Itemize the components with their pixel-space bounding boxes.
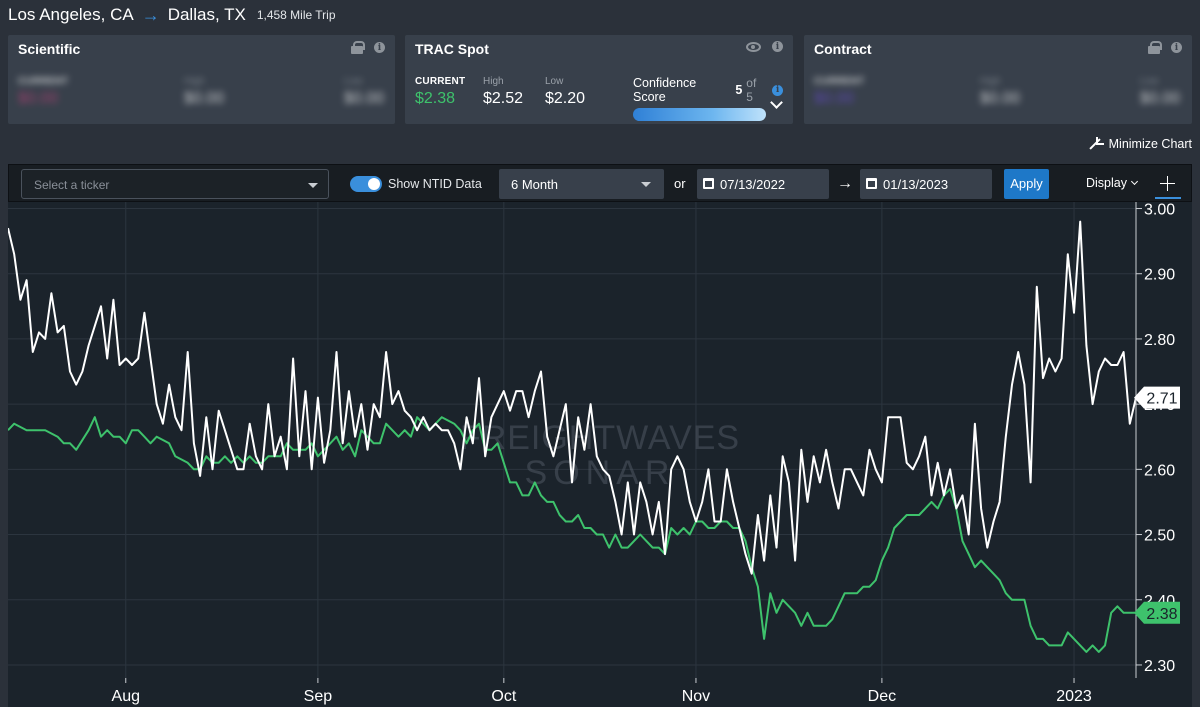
info-icon[interactable]: i [374, 42, 385, 53]
range-value: 6 Month [511, 177, 558, 192]
contract-card: Contract i CURRENT $0.00 High $0.00 Low … [804, 35, 1192, 124]
high-value: $2.52 [483, 90, 524, 107]
card-title: Contract [814, 41, 872, 57]
last-value-text: 2.38 [1146, 606, 1177, 623]
caret-down-icon [641, 182, 651, 187]
eye-icon[interactable] [746, 41, 761, 52]
range-select[interactable]: 6 Month [499, 169, 664, 199]
trac-spot-card: TRAC Spot i CURRENT $2.38 High $2.52 Low… [405, 35, 793, 124]
display-label: Display [1086, 176, 1127, 190]
chart-toolbar: Select a ticker Show NTID Data 6 Month o… [8, 164, 1192, 202]
y-tick-label: 3.00 [1144, 202, 1175, 219]
low-label: Low [1140, 76, 1159, 87]
calendar-icon [703, 178, 714, 189]
x-tick-label: Dec [868, 688, 896, 705]
scientific-card: Scientific i CURRENT $0.00 High $0.00 Lo… [8, 35, 395, 124]
route-header: Los Angeles, CA → Dallas, TX 1,458 Mile … [8, 4, 336, 26]
x-tick-label: 2023 [1056, 688, 1092, 705]
current-label: CURRENT [18, 76, 69, 87]
y-tick-label: 2.80 [1144, 332, 1175, 349]
high-value: $0.00 [980, 90, 1021, 107]
or-label: or [674, 176, 686, 191]
card-title: TRAC Spot [415, 41, 489, 57]
high-label: High [980, 76, 1001, 87]
lock-icon[interactable] [351, 41, 365, 54]
ntid-toggle-label: Show NTID Data [388, 177, 482, 191]
card-title: Scientific [18, 41, 81, 57]
end-date-input[interactable]: 01/13/2023 [860, 169, 992, 199]
end-date-value: 01/13/2023 [883, 177, 949, 192]
high-value: $0.00 [184, 90, 225, 107]
series-line-white [8, 220, 1137, 575]
arrow-right-icon: → [837, 175, 853, 192]
apply-button[interactable]: Apply [1004, 169, 1049, 199]
chevron-down-icon [1130, 177, 1139, 186]
last-value-label-white: 2.71 [1134, 386, 1180, 409]
low-value: $0.00 [1140, 90, 1181, 107]
x-tick-label: Sep [304, 688, 333, 705]
origin-city: Los Angeles, CA [8, 5, 134, 24]
low-label: Low [344, 76, 363, 87]
info-icon[interactable]: i [772, 84, 783, 96]
current-value: $0.00 [814, 90, 855, 107]
low-value: $2.20 [545, 90, 586, 107]
current-label: CURRENT [814, 76, 865, 87]
watermark-line2: SONAR [525, 454, 676, 492]
high-label: High [184, 76, 205, 87]
display-menu-button[interactable]: Display [1086, 176, 1139, 190]
ticker-placeholder: Select a ticker [34, 178, 110, 192]
confidence-value: 5 [735, 83, 743, 97]
crosshair-icon[interactable] [1155, 169, 1181, 199]
high-label: High [483, 76, 504, 87]
current-value: $2.38 [415, 90, 456, 107]
info-icon[interactable]: i [1171, 42, 1182, 53]
confidence-label: Confidence Score [633, 76, 697, 104]
trip-distance: 1,458 Mile Trip [256, 8, 336, 22]
y-tick-label: 2.30 [1144, 658, 1175, 675]
lock-icon[interactable] [1148, 41, 1162, 54]
ntid-toggle[interactable] [350, 176, 382, 192]
minimize-icon [1087, 136, 1104, 152]
y-tick-label: 2.50 [1144, 528, 1175, 545]
x-tick-label: Oct [491, 688, 516, 705]
low-value: $0.00 [344, 90, 385, 107]
last-value-tag [1134, 386, 1180, 409]
destination-city: Dallas, TX [167, 5, 246, 24]
minimize-label: Minimize Chart [1108, 137, 1192, 151]
calendar-icon [866, 178, 877, 189]
info-icon[interactable]: i [772, 41, 783, 52]
start-date-input[interactable]: 07/13/2022 [697, 169, 829, 199]
last-value-tag [1134, 601, 1180, 624]
last-value-text: 2.71 [1146, 391, 1177, 408]
confidence-score: Confidence Score 5 of 5 i [633, 76, 783, 121]
watermark-line1: FREIGHTWAVES [460, 419, 740, 457]
y-tick-label: 2.60 [1144, 462, 1175, 479]
current-value: $0.00 [18, 90, 59, 107]
x-tick-label: Nov [682, 688, 710, 705]
y-tick-label: 2.90 [1144, 267, 1175, 284]
last-value-label-green: 2.38 [1134, 601, 1180, 624]
rate-chart[interactable]: FREIGHTWAVES SONAR 2.302.402.502.602.702… [8, 202, 1192, 707]
start-date-value: 07/13/2022 [720, 177, 786, 192]
confidence-bar [633, 108, 766, 121]
arrow-right-icon: → [141, 4, 160, 25]
ticker-select[interactable]: Select a ticker [21, 169, 329, 199]
current-label: CURRENT [415, 76, 466, 87]
minimize-chart-button[interactable]: Minimize Chart [1087, 136, 1192, 152]
confidence-max: of 5 [746, 76, 757, 104]
caret-down-icon [308, 183, 318, 188]
chart-svg: FREIGHTWAVES SONAR 2.302.402.502.602.702… [8, 202, 1180, 705]
x-tick-label: Aug [112, 688, 140, 705]
low-label: Low [545, 76, 564, 87]
